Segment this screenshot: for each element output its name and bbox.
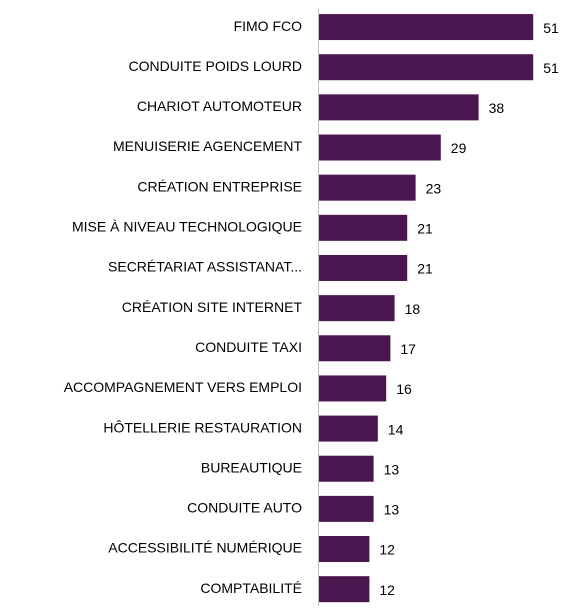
- data-label: 12: [379, 582, 395, 598]
- bar: [319, 295, 395, 322]
- bar: [319, 415, 378, 442]
- category-label: SECRÉTARIAT ASSISTANAT...: [108, 259, 302, 275]
- bar: [319, 214, 408, 241]
- data-label: 38: [489, 100, 505, 116]
- data-label: 23: [426, 180, 442, 196]
- data-label: 51: [543, 60, 559, 76]
- data-label: 17: [400, 341, 416, 357]
- data-label: 51: [543, 20, 559, 36]
- data-label: 12: [379, 542, 395, 558]
- bar: [319, 495, 374, 522]
- bar: [319, 576, 370, 603]
- data-label: 13: [384, 502, 400, 518]
- bar: [319, 134, 441, 161]
- data-label: 29: [451, 140, 467, 156]
- data-label: 18: [405, 301, 421, 317]
- category-label: CONDUITE POIDS LOURD: [129, 58, 302, 74]
- bar: [319, 14, 534, 41]
- data-label: 14: [388, 421, 404, 437]
- category-label: COMPTABILITÉ: [200, 580, 302, 596]
- category-label: CRÉATION SITE INTERNET: [122, 299, 303, 315]
- bar: [319, 54, 534, 81]
- category-label: CRÉATION ENTREPRISE: [137, 178, 302, 194]
- category-label: BUREAUTIQUE: [201, 459, 302, 475]
- bar: [319, 174, 416, 201]
- bar: [319, 536, 370, 563]
- category-label: FIMO FCO: [234, 18, 303, 34]
- bar: [319, 375, 387, 402]
- bar: [319, 455, 374, 482]
- category-label: MISE À NIVEAU TECHNOLOGIQUE: [72, 219, 302, 235]
- category-label: CONDUITE TAXI: [195, 339, 302, 355]
- category-label: ACCESSIBILITÉ NUMÉRIQUE: [108, 540, 302, 556]
- category-label: CONDUITE AUTO: [187, 500, 302, 516]
- bar: [319, 335, 391, 362]
- bar: [319, 94, 479, 121]
- category-label: CHARIOT AUTOMOTEUR: [137, 98, 302, 114]
- data-label: 21: [417, 261, 433, 277]
- category-label: MENUISERIE AGENCEMENT: [113, 138, 302, 154]
- data-label: 13: [384, 461, 400, 477]
- data-label: 16: [396, 381, 412, 397]
- bar: [319, 254, 408, 281]
- category-label: HÔTELLERIE RESTAURATION: [103, 419, 302, 435]
- data-label: 21: [417, 221, 433, 237]
- category-label: ACCOMPAGNEMENT VERS EMPLOI: [64, 379, 302, 395]
